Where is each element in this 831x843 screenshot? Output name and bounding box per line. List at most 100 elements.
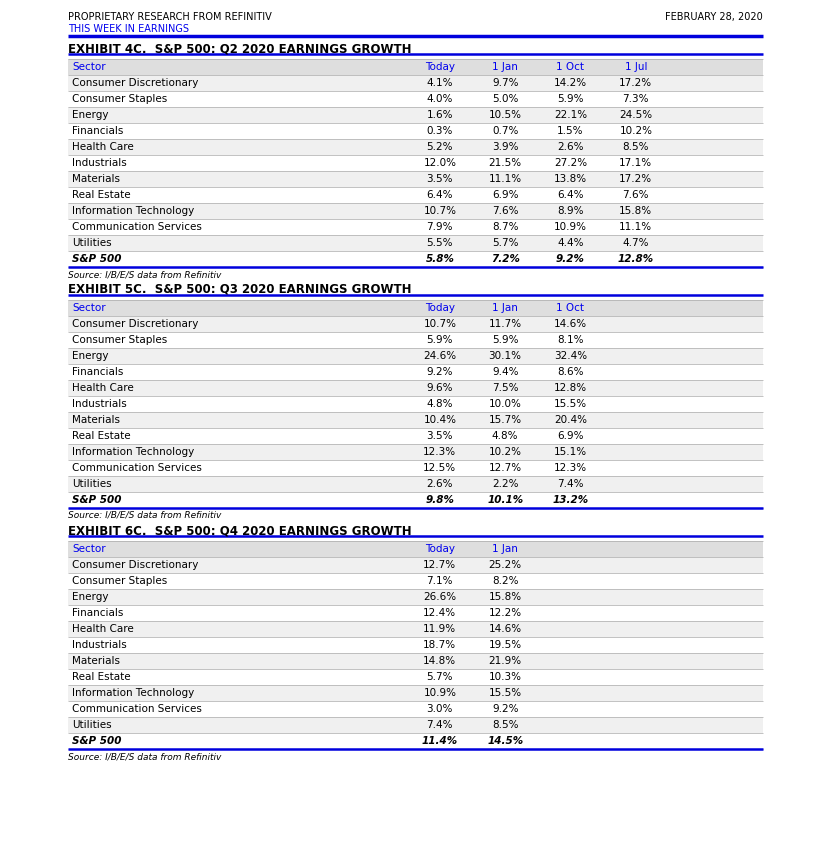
Text: 4.8%: 4.8% [492,431,519,441]
Text: Sector: Sector [72,544,106,554]
Text: 15.8%: 15.8% [489,592,522,602]
Text: 9.2%: 9.2% [556,254,585,264]
Text: 11.1%: 11.1% [489,174,522,184]
Bar [68,428,763,444]
Bar [68,573,763,589]
Text: 7.4%: 7.4% [426,720,453,730]
Text: Consumer Discretionary: Consumer Discretionary [72,560,199,570]
Text: 14.6%: 14.6% [489,624,522,634]
Bar [68,171,763,187]
Text: Consumer Discretionary: Consumer Discretionary [72,78,199,88]
Text: THIS WEEK IN EARNINGS: THIS WEEK IN EARNINGS [68,24,189,34]
Text: 9.8%: 9.8% [425,495,455,505]
Text: 7.2%: 7.2% [491,254,519,264]
Text: S&P 500: S&P 500 [72,254,121,264]
Text: 10.2%: 10.2% [489,447,522,457]
Text: 8.9%: 8.9% [558,206,583,216]
Text: 13.8%: 13.8% [554,174,587,184]
Text: Communication Services: Communication Services [72,222,202,232]
Text: 8.1%: 8.1% [558,335,583,345]
Text: 5.9%: 5.9% [426,335,453,345]
Text: Utilities: Utilities [72,479,111,489]
Text: 27.2%: 27.2% [554,158,587,168]
Text: 5.2%: 5.2% [426,142,453,152]
Text: 12.5%: 12.5% [423,463,456,473]
Text: 15.5%: 15.5% [489,688,522,698]
Text: Industrials: Industrials [72,640,127,650]
Bar [68,75,763,91]
Bar [68,300,763,316]
Text: PROPRIETARY RESEARCH FROM REFINITIV: PROPRIETARY RESEARCH FROM REFINITIV [68,12,272,22]
Text: FEBRUARY 28, 2020: FEBRUARY 28, 2020 [666,12,763,22]
Text: 20.4%: 20.4% [554,415,587,425]
Text: 7.6%: 7.6% [622,190,649,200]
Text: 1 Jul: 1 Jul [625,62,647,72]
Bar [68,444,763,460]
Text: 21.9%: 21.9% [489,656,522,666]
Text: Utilities: Utilities [72,720,111,730]
Text: Energy: Energy [72,592,109,602]
Text: 10.9%: 10.9% [423,688,456,698]
Text: Consumer Staples: Consumer Staples [72,335,167,345]
Text: 3.9%: 3.9% [492,142,519,152]
Text: 6.4%: 6.4% [558,190,583,200]
Text: 8.5%: 8.5% [622,142,649,152]
Bar [68,59,763,75]
Text: 1 Oct: 1 Oct [557,303,584,313]
Text: 3.5%: 3.5% [426,431,453,441]
Bar [68,396,763,412]
Bar [68,139,763,155]
Text: 8.5%: 8.5% [492,720,519,730]
Text: 4.7%: 4.7% [622,238,649,248]
Text: 7.4%: 7.4% [558,479,583,489]
Text: 18.7%: 18.7% [423,640,456,650]
Bar [68,685,763,701]
Text: 12.3%: 12.3% [423,447,456,457]
Text: 25.2%: 25.2% [489,560,522,570]
Text: 7.3%: 7.3% [622,94,649,104]
Text: EXHIBIT 6C.  S&P 500: Q4 2020 EARNINGS GROWTH: EXHIBIT 6C. S&P 500: Q4 2020 EARNINGS GR… [68,524,411,537]
Text: Communication Services: Communication Services [72,463,202,473]
Text: 9.4%: 9.4% [492,367,519,377]
Text: 24.6%: 24.6% [423,351,456,361]
Text: 5.9%: 5.9% [492,335,519,345]
Text: Consumer Staples: Consumer Staples [72,94,167,104]
Text: 1.6%: 1.6% [426,110,453,120]
Bar [68,316,763,332]
Text: Sector: Sector [72,303,106,313]
Text: Energy: Energy [72,351,109,361]
Text: 7.9%: 7.9% [426,222,453,232]
Text: 14.5%: 14.5% [487,736,524,746]
Text: 17.1%: 17.1% [619,158,652,168]
Text: 4.4%: 4.4% [558,238,583,248]
Text: Materials: Materials [72,656,120,666]
Text: 11.7%: 11.7% [489,319,522,329]
Text: 30.1%: 30.1% [489,351,522,361]
Text: 19.5%: 19.5% [489,640,522,650]
Text: 12.4%: 12.4% [423,608,456,618]
Bar [68,155,763,171]
Text: Industrials: Industrials [72,158,127,168]
Text: EXHIBIT 5C.  S&P 500: Q3 2020 EARNINGS GROWTH: EXHIBIT 5C. S&P 500: Q3 2020 EARNINGS GR… [68,283,411,296]
Text: 10.0%: 10.0% [489,399,522,409]
Text: 14.2%: 14.2% [554,78,587,88]
Text: 1 Oct: 1 Oct [557,62,584,72]
Text: 10.2%: 10.2% [619,126,652,136]
Text: 10.5%: 10.5% [489,110,522,120]
Bar [68,107,763,123]
Text: Information Technology: Information Technology [72,447,194,457]
Text: Information Technology: Information Technology [72,688,194,698]
Text: Today: Today [425,544,455,554]
Text: 6.9%: 6.9% [492,190,519,200]
Bar [68,669,763,685]
Bar [68,733,763,749]
Text: 12.2%: 12.2% [489,608,522,618]
Bar [68,557,763,573]
Text: 6.9%: 6.9% [558,431,583,441]
Text: Consumer Discretionary: Consumer Discretionary [72,319,199,329]
Text: Materials: Materials [72,174,120,184]
Text: 10.7%: 10.7% [423,206,456,216]
Bar [68,364,763,380]
Text: 4.8%: 4.8% [426,399,453,409]
Text: Energy: Energy [72,110,109,120]
